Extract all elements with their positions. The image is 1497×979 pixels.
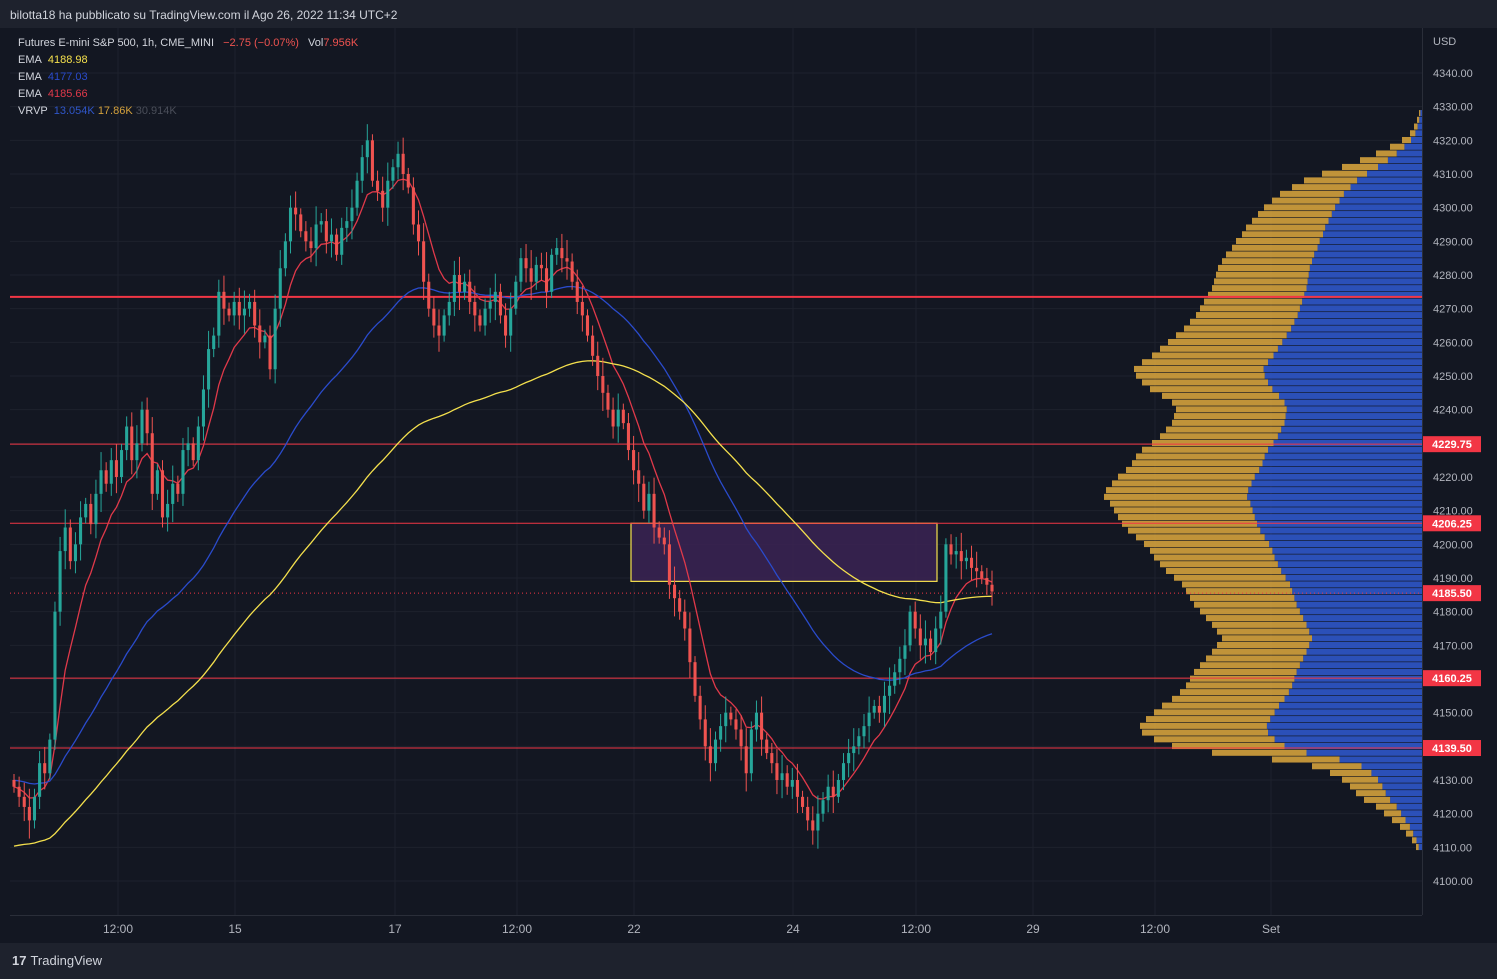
ema3-value: 4185.66	[47, 88, 88, 100]
vol-label: Vol	[308, 37, 324, 49]
vol-value: 7.956K	[323, 37, 359, 49]
tradingview-brand: TradingView	[30, 953, 103, 968]
price-axis[interactable]	[1422, 28, 1497, 915]
ema2-value: 4177.03	[47, 71, 88, 83]
time-axis[interactable]	[10, 915, 1422, 944]
chart-area[interactable]	[10, 28, 1422, 915]
ema1-value: 4188.98	[47, 54, 88, 66]
tradingview-logo[interactable]: 17 TradingView	[12, 953, 102, 968]
publisher-text: bilotta18 ha pubblicato su TradingView.c…	[10, 8, 398, 22]
vrvp-value-2: 17.86K	[97, 105, 133, 117]
ema1-label: EMA	[18, 54, 42, 66]
vrvp-label: VRVP	[18, 105, 48, 117]
footer-bar: 17 TradingView	[0, 943, 1497, 979]
ema2-label: EMA	[18, 71, 42, 83]
vrvp-value-3: 30.914K	[135, 105, 177, 117]
symbol-title: Futures E-mini S&P 500, 1h, CME_MINI	[18, 37, 215, 49]
change-value: −2.75 (−0.07%)	[223, 37, 299, 49]
ema3-label: EMA	[18, 88, 42, 100]
publish-header: bilotta18 ha pubblicato su TradingView.c…	[0, 0, 1497, 28]
vrvp-value-1: 13.054K	[53, 105, 95, 117]
chart-legend: Futures E-mini S&P 500, 1h, CME_MINI −2.…	[18, 35, 358, 120]
tv-mark-icon: 17	[12, 953, 27, 968]
